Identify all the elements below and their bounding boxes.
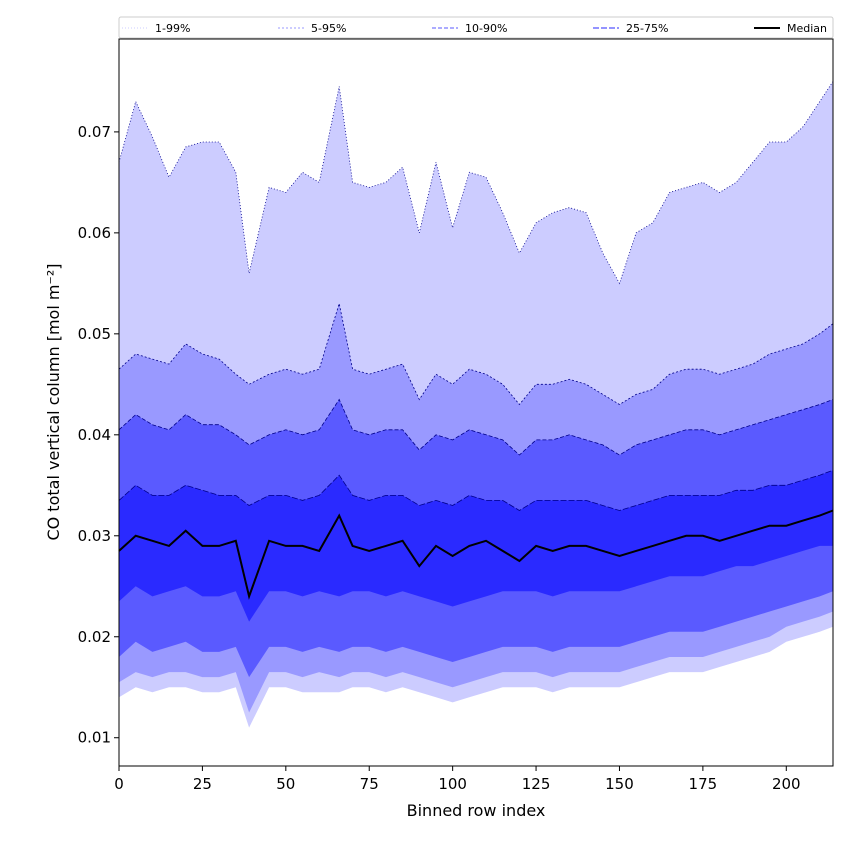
x-tick-label: 200: [772, 775, 801, 793]
x-tick-label: 125: [522, 775, 551, 793]
x-tick-label: 100: [438, 775, 467, 793]
y-tick-label: 0.01: [78, 729, 111, 747]
band-upper-edge-25-75%: [118, 469, 834, 511]
y-tick-label: 0.07: [78, 123, 111, 141]
band-upper-edge-10-90%: [118, 398, 834, 456]
legend-label: Median: [787, 22, 827, 35]
x-tick-label: 0: [114, 775, 124, 793]
x-tick-label: 50: [276, 775, 295, 793]
percentile-bands: [118, 81, 834, 728]
legend-label: 5-95%: [311, 22, 346, 35]
y-tick-label: 0.06: [78, 224, 111, 242]
legend-label: 1-99%: [155, 22, 190, 35]
x-axis-title: Binned row index: [407, 801, 546, 820]
y-tick-label: 0.05: [78, 325, 111, 343]
legend-label: 10-90%: [465, 22, 507, 35]
legend-label: 25-75%: [626, 22, 668, 35]
plot-frame: [118, 38, 834, 767]
band-upper-edge-5-95%: [118, 303, 834, 406]
y-tick-label: 0.04: [78, 426, 111, 444]
legend-box: [118, 16, 834, 39]
x-tick-label: 75: [360, 775, 379, 793]
x-tick-label: 150: [605, 775, 634, 793]
median-layer: [118, 509, 834, 600]
axes: 0 25 50 75 100 125 150 175 200 0.01 0.02 0.03 0.04 0.…: [78, 38, 834, 793]
y-axis-title: CO total vertical column [mol m⁻²]: [44, 263, 63, 540]
y-tick-label: 0.03: [78, 527, 111, 545]
x-tick-label: 25: [193, 775, 212, 793]
legend: 1-99% 5-95% 10-90% 25-75% Median: [118, 16, 834, 39]
band-upper-edge-1-99%: [118, 81, 834, 285]
median-line: [118, 509, 834, 600]
x-tick-label: 175: [689, 775, 718, 793]
y-tick-label: 0.02: [78, 628, 111, 646]
band-25-75%: [119, 470, 833, 622]
